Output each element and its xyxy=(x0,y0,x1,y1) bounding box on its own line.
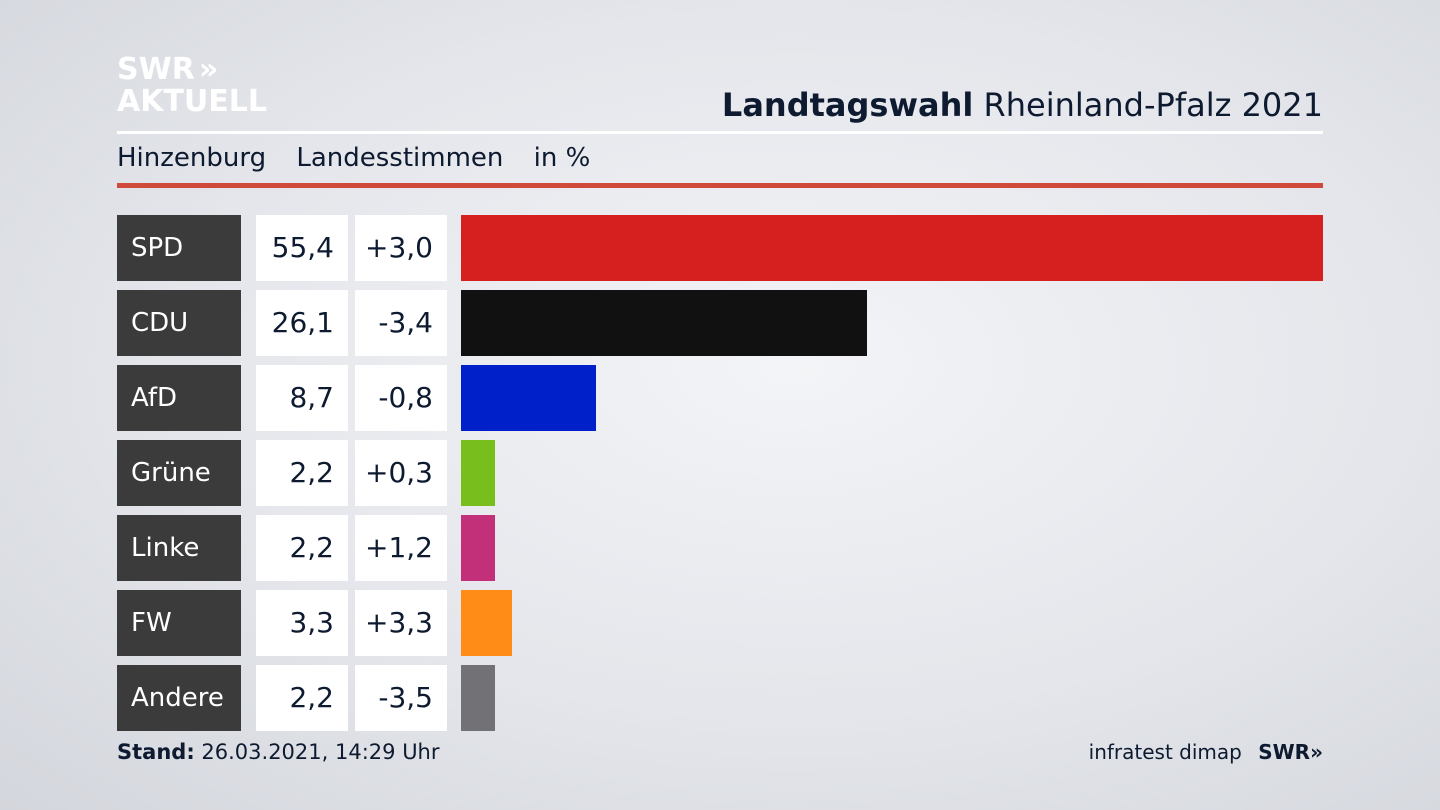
vote-change-afd: -0,8 xyxy=(355,365,447,431)
vote-share-andere: 2,2 xyxy=(256,665,348,731)
swr-footer-logo: SWR» xyxy=(1258,740,1323,764)
vote-change-fw: +3,3 xyxy=(355,590,447,656)
source-credit: infratest dimap SWR» xyxy=(1089,740,1323,764)
party-label-spd: SPD xyxy=(117,215,241,281)
chart-title: Landtagswahl Rheinland-Pfalz 2021 xyxy=(722,86,1323,124)
subtitle-kind: Landesstimmen xyxy=(296,143,504,173)
bar-cdu xyxy=(461,290,867,356)
vote-share-gruene: 2,2 xyxy=(256,440,348,506)
party-label-fw: FW xyxy=(117,590,241,656)
chart-subtitle: Hinzenburg Landesstimmen in % xyxy=(117,143,612,173)
logo-aktuell-text: AKTUELL xyxy=(117,84,268,119)
vote-share-spd: 55,4 xyxy=(256,215,348,281)
timestamp: Stand: 26.03.2021, 14:29 Uhr xyxy=(117,740,440,764)
bar-afd xyxy=(461,365,596,431)
subtitle-unit: in % xyxy=(533,143,591,173)
bar-linke xyxy=(461,515,495,581)
vote-share-afd: 8,7 xyxy=(256,365,348,431)
vote-change-gruene: +0,3 xyxy=(355,440,447,506)
title-divider xyxy=(117,131,1323,134)
party-label-gruene: Grüne xyxy=(117,440,241,506)
source-name: infratest dimap xyxy=(1088,740,1242,764)
subtitle-location: Hinzenburg xyxy=(117,143,267,173)
subtitle-divider xyxy=(117,183,1323,188)
vote-share-cdu: 26,1 xyxy=(256,290,348,356)
title-rest: Rheinland-Pfalz 2021 xyxy=(983,86,1323,124)
bar-spd xyxy=(461,215,1323,281)
logo-swr-text: SWR xyxy=(117,52,195,87)
vote-share-linke: 2,2 xyxy=(256,515,348,581)
bar-fw xyxy=(461,590,512,656)
swr-aktuell-logo: SWR» AKTUELL xyxy=(117,54,267,118)
party-label-afd: AfD xyxy=(117,365,241,431)
vote-change-andere: -3,5 xyxy=(355,665,447,731)
party-label-andere: Andere xyxy=(117,665,241,731)
bar-andere xyxy=(461,665,495,731)
party-label-linke: Linke xyxy=(117,515,241,581)
vote-share-fw: 3,3 xyxy=(256,590,348,656)
bar-gruene xyxy=(461,440,495,506)
stand-label: Stand: xyxy=(117,740,195,764)
vote-change-linke: +1,2 xyxy=(355,515,447,581)
stand-value: 26.03.2021, 14:29 Uhr xyxy=(201,740,440,764)
vote-change-cdu: -3,4 xyxy=(355,290,447,356)
vote-change-spd: +3,0 xyxy=(355,215,447,281)
party-label-cdu: CDU xyxy=(117,290,241,356)
title-bold: Landtagswahl xyxy=(721,86,974,124)
